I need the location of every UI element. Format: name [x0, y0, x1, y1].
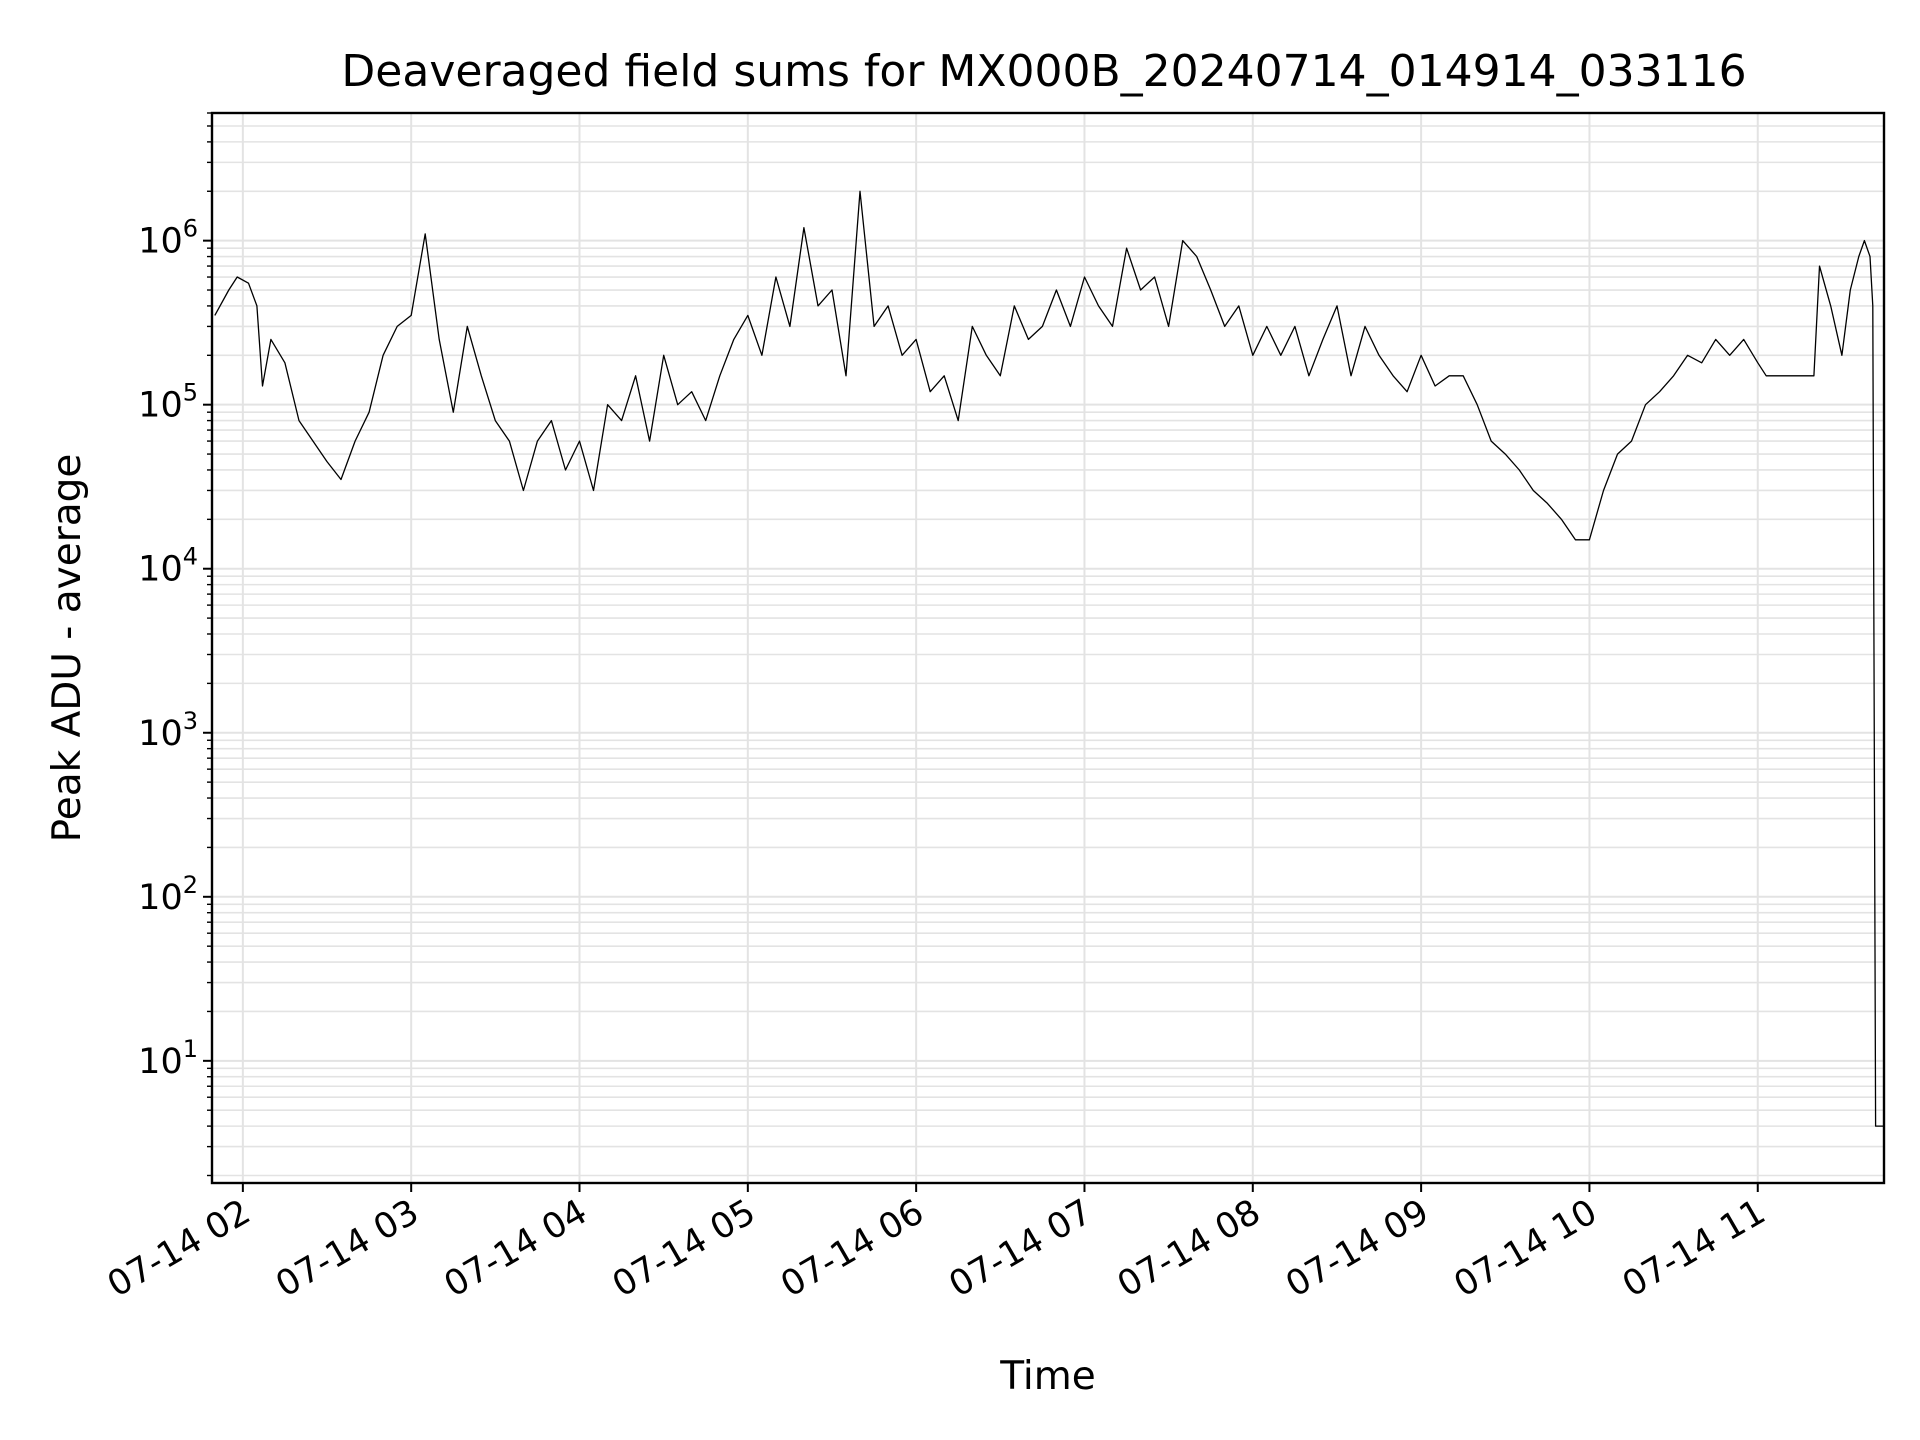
plot-frame	[210, 111, 1886, 1185]
x-tick-label: 07-14 10	[1448, 1192, 1604, 1305]
y-tick-label: 101	[138, 1035, 198, 1082]
y-tick-label: 103	[138, 707, 198, 754]
y-axis: 101 102 103 104 105 106	[138, 112, 212, 1177]
chart-title: Deaveraged field sums for MX000B_2024071…	[341, 46, 1746, 97]
x-tick-label: 07-14 09	[1279, 1192, 1435, 1305]
x-axis: 07-14 02 07-14 03 07-14 04 07-14 05 07-14 06…	[101, 1183, 1772, 1305]
x-axis-label: Time	[999, 1354, 1095, 1399]
x-tick-label: 07-14 02	[101, 1192, 257, 1305]
x-tick-label: 07-14 11	[1616, 1192, 1772, 1305]
grid	[212, 112, 1884, 1183]
y-tick-label: 105	[138, 379, 198, 426]
y-tick-label: 102	[138, 871, 198, 918]
y-axis-label: Peak ADU - average	[45, 454, 90, 843]
series-line	[214, 190, 1884, 1127]
x-tick-label: 07-14 03	[269, 1192, 425, 1305]
x-tick-label: 07-14 07	[943, 1192, 1099, 1305]
x-tick-label: 07-14 04	[438, 1192, 594, 1305]
y-tick-label: 104	[138, 543, 198, 590]
x-tick-label: 07-14 06	[774, 1192, 930, 1305]
x-tick-label: 07-14 08	[1111, 1192, 1267, 1305]
y-tick-label: 106	[138, 215, 198, 262]
x-tick-label: 07-14 05	[606, 1192, 762, 1305]
